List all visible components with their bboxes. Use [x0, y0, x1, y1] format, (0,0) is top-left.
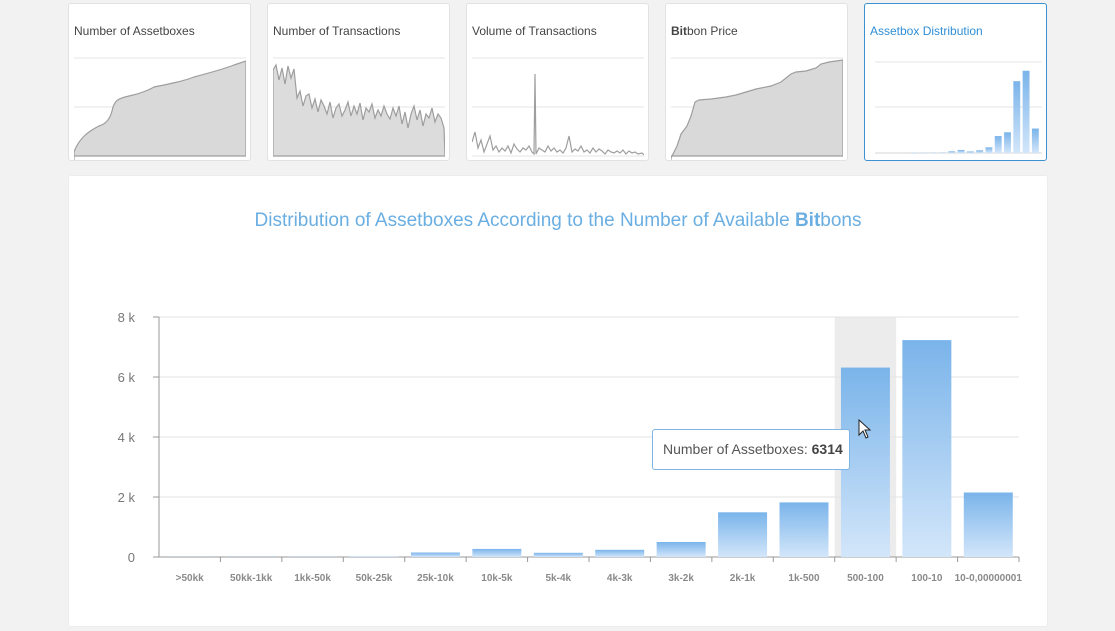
bar[interactable] [595, 549, 645, 557]
x-tick-label: 3k-2k [668, 573, 694, 584]
mini-bar [1022, 70, 1030, 153]
y-tick-label: 2 k [118, 490, 136, 505]
x-tick-label: 10k-5k [481, 573, 513, 584]
chart-title-rest: bons [820, 210, 862, 231]
chart-title-bold: Bit [794, 210, 821, 231]
y-tick-label: 8 k [118, 310, 136, 325]
mini-bar [911, 152, 919, 154]
mini-bar [994, 136, 1002, 153]
tab-number-of-transactions[interactable]: Number of Transactions [267, 3, 450, 161]
mini-bar [1004, 132, 1011, 153]
y-tick-label: 4 k [118, 430, 136, 445]
tab-number-of-assetboxes[interactable]: Number of Assetboxes [68, 3, 251, 161]
mini-bar [939, 152, 946, 154]
bar[interactable] [656, 542, 706, 557]
mouse-cursor-icon [858, 419, 872, 439]
mini-area-chart [671, 57, 843, 160]
x-tick-label: 1k-500 [788, 573, 820, 584]
tab-bitbon-price[interactable]: Bitbon Price [665, 3, 848, 161]
mini-area-chart [273, 57, 445, 157]
bar[interactable] [718, 512, 768, 557]
bar[interactable] [410, 552, 460, 558]
tooltip-label: Number of Assetboxes: [663, 441, 812, 457]
tab-label-rest: bon Price [687, 24, 738, 38]
y-tick-label: 6 k [118, 370, 136, 385]
tab-label-bold: Bit [671, 24, 687, 38]
x-tick-label: 50k-25k [356, 573, 393, 584]
bar[interactable] [779, 502, 829, 557]
mini-bar [1031, 128, 1039, 153]
mini-bar [985, 147, 993, 153]
tooltip-value: 6314 [811, 441, 843, 457]
mini-bar [920, 152, 928, 154]
x-tick-label: 50kk-1kk [230, 573, 273, 584]
chart-tabs: Number of Assetboxes Number of Transacti… [0, 0, 1115, 165]
x-tick-label: 2k-1k [730, 573, 756, 584]
mini-bar [948, 151, 956, 153]
tab-label: Number of Assetboxes [74, 24, 195, 38]
bar[interactable] [533, 552, 583, 557]
y-tick-label: 0 [128, 550, 135, 565]
mini-bar [929, 152, 937, 154]
chart-title: Distribution of Assetboxes According to … [254, 210, 862, 231]
tab-label: Bitbon Price [671, 24, 738, 38]
tab-assetbox-distribution[interactable]: Assetbox Distribution [864, 3, 1047, 161]
main-chart-panel: Distribution of Assetboxes According to … [68, 175, 1048, 627]
mini-bar-chart [875, 61, 1042, 154]
tab-label: Number of Transactions [273, 24, 401, 38]
bar[interactable] [472, 548, 522, 557]
tab-label: Volume of Transactions [472, 24, 597, 38]
bar[interactable] [902, 340, 952, 557]
mini-line-chart [472, 57, 644, 157]
tab-label: Assetbox Distribution [870, 24, 983, 38]
x-tick-label: 500-100 [847, 573, 884, 584]
mini-area-chart [74, 57, 246, 160]
x-tick-label: 5k-4k [545, 573, 571, 584]
x-tick-label: 10-0,00000001 [955, 573, 1023, 584]
distribution-bar-chart[interactable]: 0 2 k 4 k 6 k 8 k >50kk 50kk-1kk 1kk-50k 50k-25k… [69, 176, 1049, 628]
x-tick-label: 100-10 [911, 573, 943, 584]
mini-bar [957, 149, 965, 153]
bar-tooltip: Number of Assetboxes: 6314 [652, 429, 850, 470]
mini-bar [976, 150, 984, 153]
mini-bar [1013, 81, 1021, 153]
x-tick-label: >50kk [176, 573, 205, 584]
tab-volume-of-transactions[interactable]: Volume of Transactions [466, 3, 649, 161]
x-tick-label: 4k-3k [607, 573, 633, 584]
bar[interactable] [963, 492, 1013, 558]
x-tick-label: 1kk-50k [294, 573, 331, 584]
x-tick-label: 25k-10k [417, 573, 454, 584]
mini-bar [966, 151, 974, 153]
